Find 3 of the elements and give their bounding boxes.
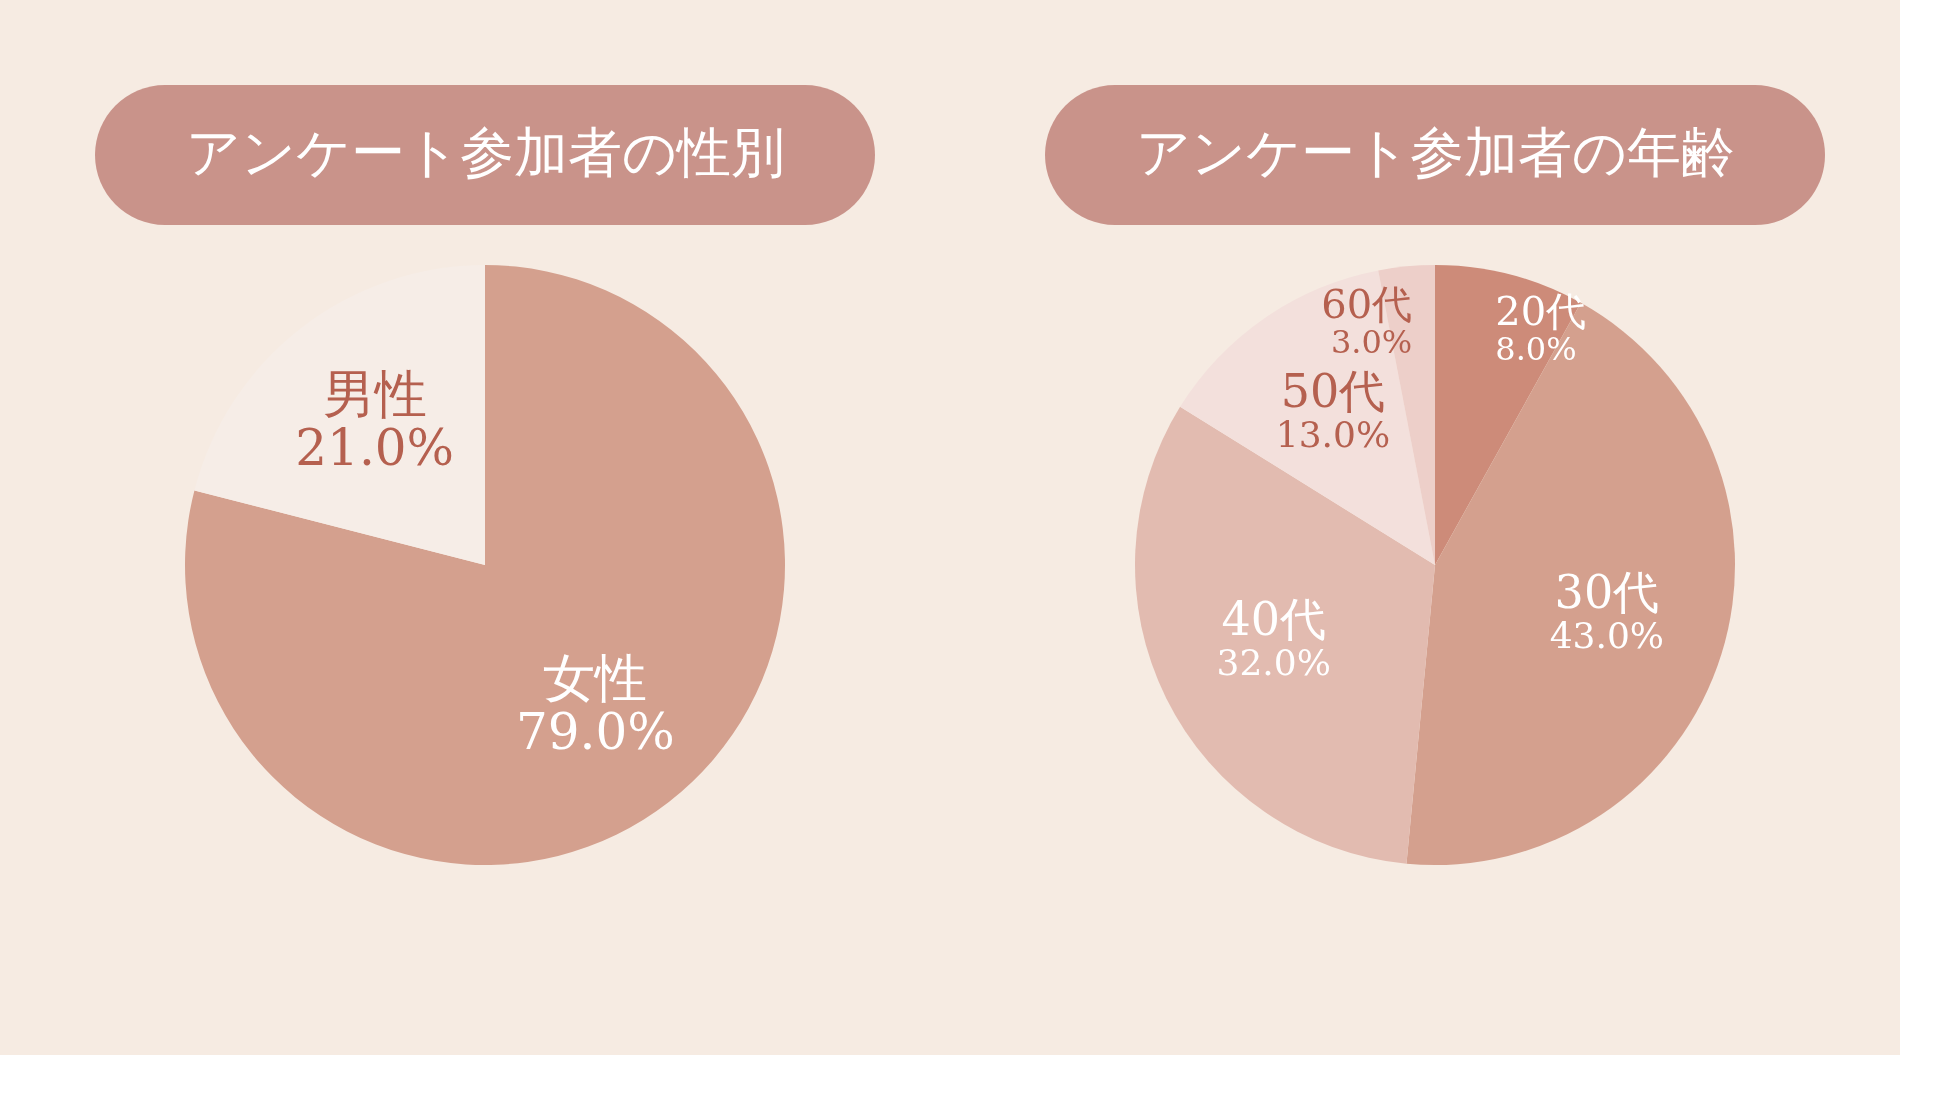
chart-title: アンケート参加者の年齢: [1135, 121, 1735, 184]
chart-title: アンケート参加者の性別: [185, 121, 785, 184]
pie-slice: [1180, 270, 1435, 565]
